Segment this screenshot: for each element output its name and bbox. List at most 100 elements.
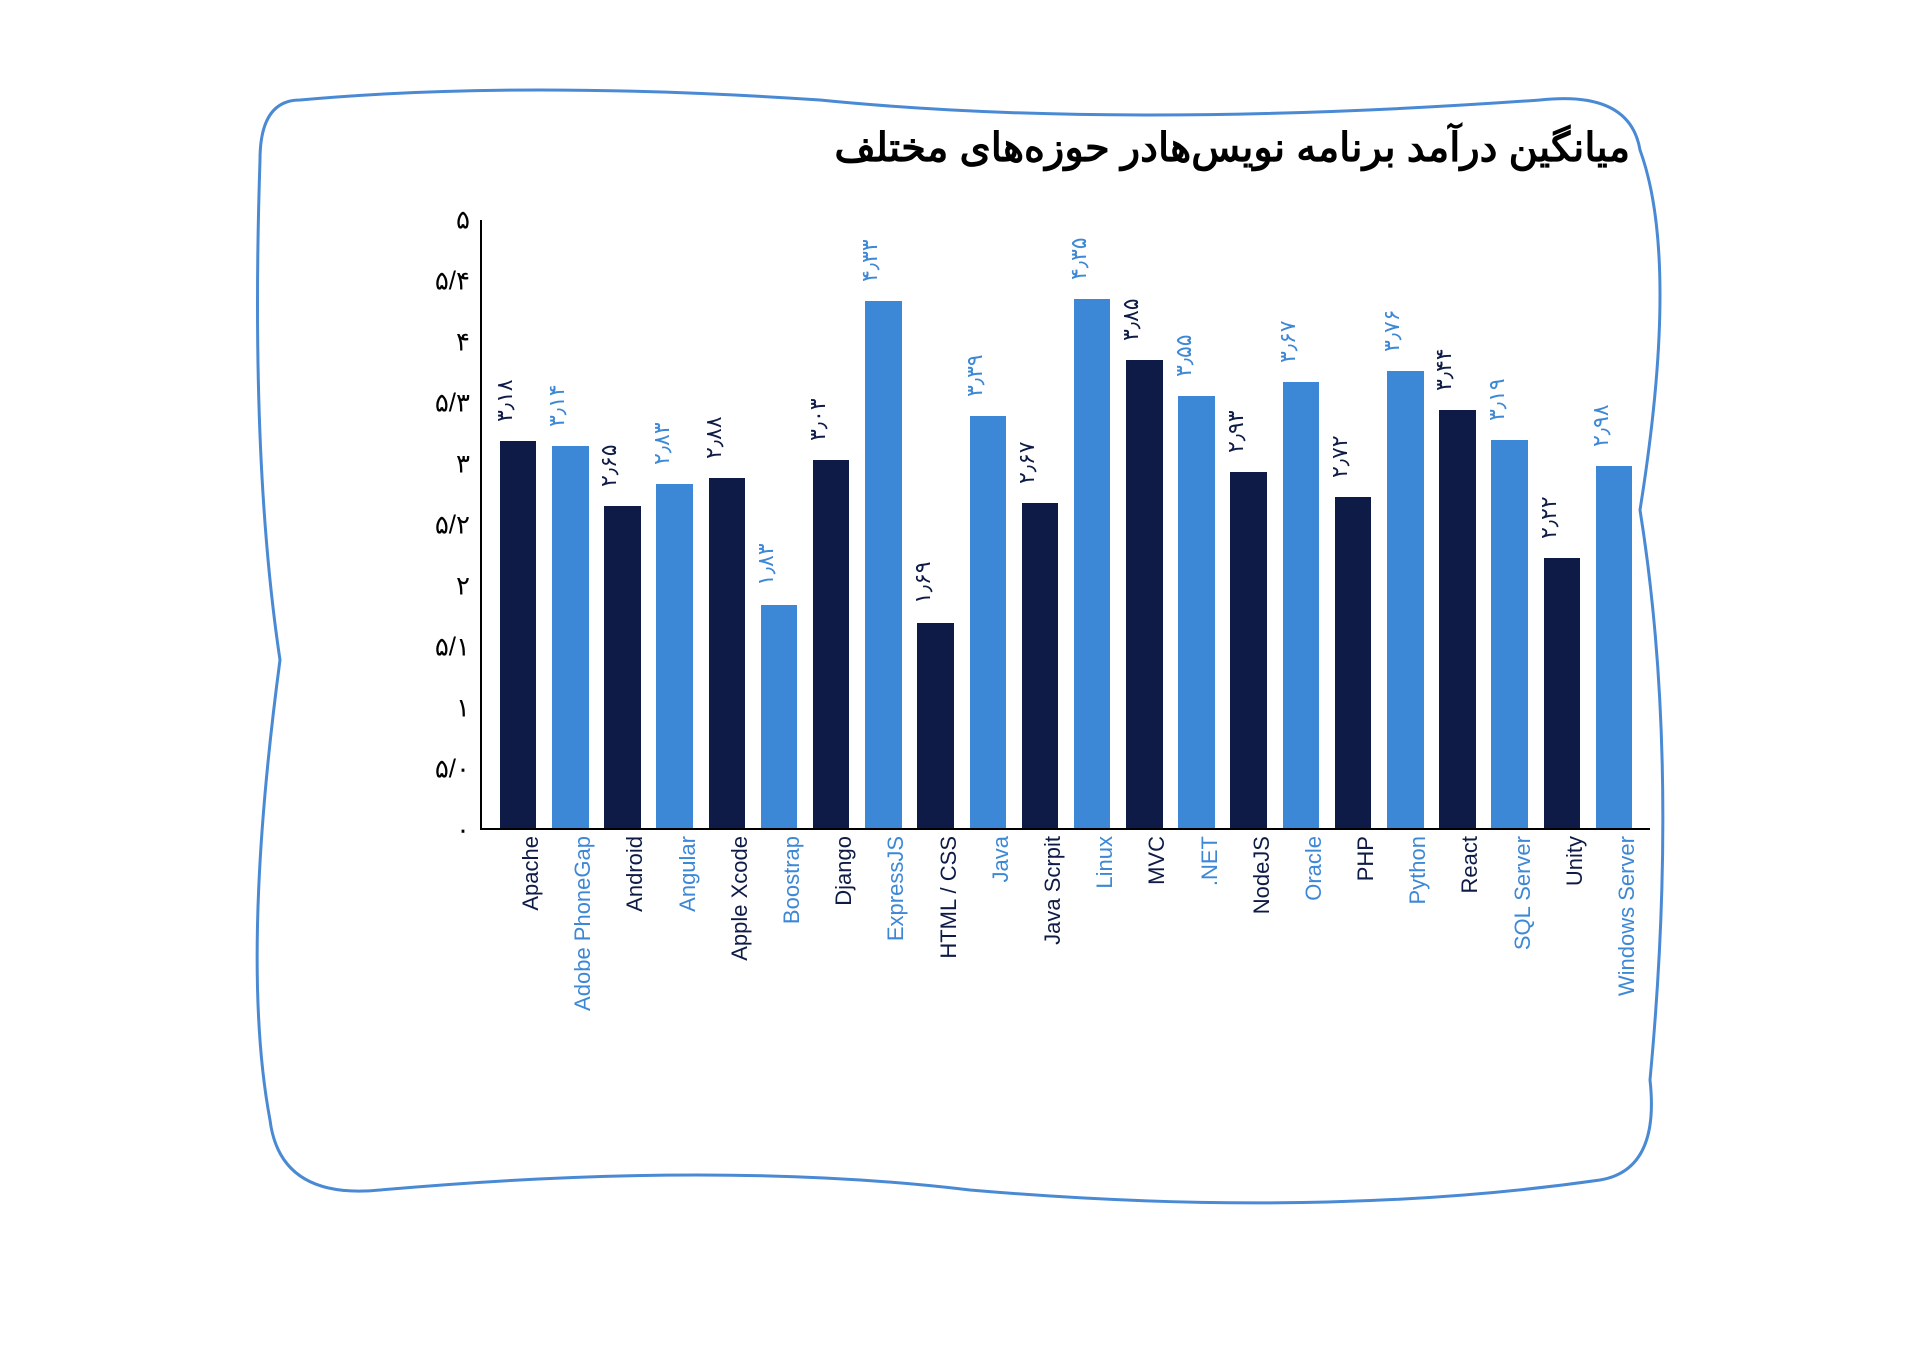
x-category-label: Windows Server [1614, 836, 1640, 996]
bar-slot: ۲٫۹۸ [1588, 220, 1640, 828]
bar-value-label: ۳٫۸۵ [1118, 298, 1144, 341]
bar-slot: ۳٫۱۴ [544, 220, 596, 828]
bar-value-label: ۲٫۸۳ [649, 422, 675, 465]
plot: ۳٫۱۸ ۳٫۱۴ ۲٫۶۵ ۲٫۸۳ ۲٫۸۸ ۱٫۸۳ ۳٫۰۳ ۴٫۳۳ ۱٫۶۹ ۳٫۳۹… [480, 220, 1650, 830]
x-category-label: Django [831, 836, 857, 906]
bar-slot: ۴٫۳۳ [857, 220, 909, 828]
bar: ۱٫۶۹ [917, 623, 954, 829]
x-category-label: PHP [1353, 836, 1379, 881]
y-tick: ۴ [410, 327, 470, 358]
y-tick: ۲ [410, 571, 470, 602]
bar-value-label: ۳٫۱۸ [492, 380, 518, 423]
bar-value-label: ۲٫۸۸ [701, 416, 727, 459]
bar: ۳٫۱۴ [552, 446, 589, 828]
x-category-label: Oracle [1301, 836, 1327, 901]
x-category-label: Boostrap [779, 836, 805, 924]
bar-slot: ۲٫۸۸ [701, 220, 753, 828]
bar-slot: ۳٫۵۵ [1170, 220, 1222, 828]
x-category-label: Unity [1562, 836, 1588, 886]
bar: ۳٫۱۹ [1491, 440, 1528, 828]
bar: ۳٫۴۴ [1439, 410, 1476, 828]
x-category-label: MVC [1144, 836, 1170, 885]
x-category-label: HTML / CSS [936, 836, 962, 959]
bar: ۲٫۹۸ [1596, 466, 1633, 828]
y-tick: ۳ [410, 449, 470, 480]
bar: ۴٫۳۵ [1074, 299, 1111, 828]
x-category-label: React [1457, 836, 1483, 893]
chart-plot-area: ۰۵/۰۱۵/۱۲۵/۲۳۵/۳۴۵/۴۵ ۳٫۱۸۳٫۱۴۲٫۶۵۲٫۸۳۲٫… [480, 220, 1650, 830]
bar-slot: ۴٫۳۵ [1066, 220, 1118, 828]
bar-slot: ۳٫۴۴ [1431, 220, 1483, 828]
bar-slot: ۳٫۶۷ [1275, 220, 1327, 828]
x-category-label: Angular [675, 836, 701, 912]
bar-value-label: ۴٫۳۳ [857, 240, 883, 283]
x-category-label: Java [988, 836, 1014, 882]
bar: ۳٫۳۹ [970, 416, 1007, 828]
bar-slot: ۲٫۶۷ [1014, 220, 1066, 828]
bar-slot: ۲٫۷۲ [1327, 220, 1379, 828]
x-category-label: Android [622, 836, 648, 912]
bar-value-label: ۳٫۷۶ [1379, 309, 1405, 352]
bar-value-label: ۲٫۹۸ [1588, 404, 1614, 447]
x-category-label: Apache [518, 836, 544, 911]
x-category-label: Apple Xcode [727, 836, 753, 961]
y-tick: ۵/۰ [410, 754, 470, 785]
bar: ۳٫۱۸ [500, 441, 537, 828]
bar-value-label: ۱٫۸۳ [753, 544, 779, 587]
bar-slot: ۳٫۷۶ [1379, 220, 1431, 828]
bar-value-label: ۲٫۹۳ [1223, 410, 1249, 453]
bar: ۳٫۶۷ [1283, 382, 1320, 828]
bar: ۲٫۷۲ [1335, 497, 1372, 828]
bar-value-label: ۲٫۲۲ [1536, 496, 1562, 539]
bar-slot: ۳٫۱۸ [492, 220, 544, 828]
chart-title: میانگین درآمد برنامه نویس‌هادر حوزه‌های … [834, 125, 1630, 171]
bar-slot: ۳٫۳۹ [962, 220, 1014, 828]
y-tick: ۰ [410, 815, 470, 846]
bars-group: ۳٫۱۸ ۳٫۱۴ ۲٫۶۵ ۲٫۸۳ ۲٫۸۸ ۱٫۸۳ ۳٫۰۳ ۴٫۳۳ ۱٫۶۹ ۳٫۳۹… [482, 220, 1650, 828]
x-category-label: Python [1405, 836, 1431, 905]
bar-value-label: ۳٫۵۵ [1171, 335, 1197, 378]
bar-value-label: ۳٫۱۴ [544, 385, 570, 428]
x-category-label: SQL Server [1510, 836, 1536, 950]
bar: ۲٫۲۲ [1544, 558, 1581, 828]
bar: ۲٫۸۳ [656, 484, 693, 828]
y-tick: ۱ [410, 693, 470, 724]
y-tick: ۵/۳ [410, 388, 470, 419]
bar-value-label: ۳٫۱۹ [1484, 379, 1510, 422]
bar-value-label: ۴٫۳۵ [1066, 237, 1092, 280]
bar-slot: ۳٫۸۵ [1118, 220, 1170, 828]
bar-slot: ۱٫۸۳ [753, 220, 805, 828]
bar-value-label: ۲٫۷۲ [1327, 436, 1353, 479]
bar-slot: ۲٫۸۳ [649, 220, 701, 828]
bar-slot: ۳٫۱۹ [1484, 220, 1536, 828]
bar-slot: ۲٫۲۲ [1536, 220, 1588, 828]
bar: ۲٫۸۸ [709, 478, 746, 828]
bar: ۳٫۰۳ [813, 460, 850, 828]
bar-value-label: ۳٫۰۳ [805, 398, 831, 441]
x-category-label: Java Scrpit [1040, 836, 1066, 945]
bar: ۴٫۳۳ [865, 301, 902, 828]
y-tick: ۵/۱ [410, 632, 470, 663]
chart-container: میانگین درآمد برنامه نویس‌هادر حوزه‌های … [220, 60, 1690, 1240]
bar-slot: ۱٫۶۹ [910, 220, 962, 828]
bar-slot: ۲٫۹۳ [1223, 220, 1275, 828]
y-tick: ۵ [410, 205, 470, 236]
x-category-label: ExpressJS [883, 836, 909, 941]
bar: ۲٫۹۳ [1230, 472, 1267, 828]
bar: ۲٫۶۵ [604, 506, 641, 828]
bar-value-label: ۲٫۶۷ [1014, 442, 1040, 485]
x-category-label: Adobe PhoneGap [570, 836, 596, 1011]
bar: ۳٫۵۵ [1178, 396, 1215, 828]
bar: ۱٫۸۳ [761, 605, 798, 828]
y-tick: ۵/۲ [410, 510, 470, 541]
y-tick: ۵/۴ [410, 266, 470, 297]
bar-value-label: ۱٫۶۹ [910, 561, 936, 604]
bar-value-label: ۳٫۳۹ [962, 354, 988, 397]
x-category-label: NodeJS [1249, 836, 1275, 914]
bar: ۳٫۸۵ [1126, 360, 1163, 828]
bar-value-label: ۲٫۶۵ [596, 444, 622, 487]
bar: ۳٫۷۶ [1387, 371, 1424, 828]
bar-slot: ۲٫۶۵ [596, 220, 648, 828]
bar: ۲٫۶۷ [1022, 503, 1059, 828]
bar-value-label: ۳٫۴۴ [1431, 348, 1457, 391]
